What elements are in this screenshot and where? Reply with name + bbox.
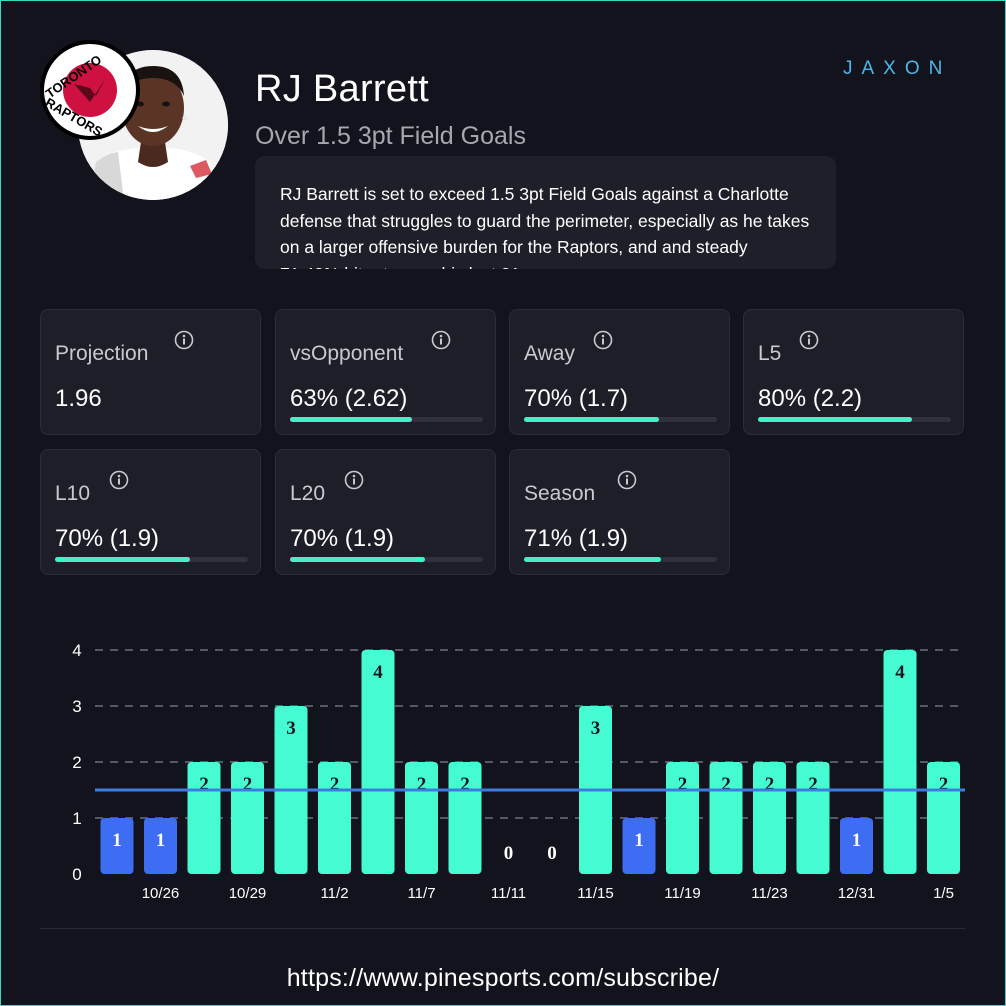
bar (144, 818, 177, 874)
progress-fill (290, 417, 412, 422)
card-projection: Projection 1.96 (40, 309, 261, 435)
x-tick-label: 11/23 (751, 885, 787, 902)
y-tick-label: 0 (72, 865, 81, 884)
player-name: RJ Barrett (255, 68, 430, 110)
y-tick-label: 4 (72, 641, 81, 660)
data-label: 2 (721, 774, 731, 795)
card-label: Away (524, 342, 575, 365)
analysis-box: RJ Barrett is set to exceed 1.5 3pt Fiel… (255, 156, 836, 269)
data-label: 0 (504, 843, 514, 864)
progress-fill (55, 557, 191, 562)
card-value: 63% (2.62) (290, 385, 408, 412)
x-tick-label: 11/15 (577, 885, 613, 902)
card-label: L5 (758, 342, 782, 365)
info-icon[interactable] (174, 330, 194, 350)
progress-track (55, 557, 248, 562)
card-label: L10 (55, 482, 91, 505)
y-tick-label: 3 (72, 697, 81, 716)
card-l5: L5 80% (2.2) (743, 309, 964, 435)
progress-track (290, 557, 483, 562)
data-label: 2 (460, 774, 470, 795)
x-tick-label: 11/11 (491, 885, 526, 902)
card-value: 70% (1.9) (55, 525, 160, 552)
prop-line: Over 1.5 3pt Field Goals (255, 122, 526, 150)
data-label: 2 (417, 774, 427, 795)
data-label: 0 (547, 843, 557, 864)
info-icon[interactable] (109, 470, 129, 490)
card-value: 70% (1.9) (290, 525, 395, 552)
card-vsopponent: vsOpponent 63% (2.62) (275, 309, 496, 435)
card-label: L20 (290, 482, 326, 505)
card-label: vsOpponent (290, 342, 404, 365)
progress-track (524, 417, 717, 422)
divider (40, 928, 965, 929)
x-tick-label: 10/26 (142, 885, 180, 902)
data-label: 2 (199, 774, 209, 795)
data-label: 4 (373, 662, 383, 683)
info-icon[interactable] (344, 470, 364, 490)
progress-track (524, 557, 717, 562)
data-label: 1 (634, 830, 644, 851)
card-away: Away 70% (1.7) (509, 309, 730, 435)
progress-fill (290, 557, 426, 562)
data-label: 2 (678, 774, 688, 795)
x-tick-label: 12/31 (838, 885, 876, 902)
x-tick-label: 1/5 (933, 885, 954, 902)
progress-fill (758, 417, 913, 422)
data-label: 1 (112, 830, 122, 851)
y-tick-label: 2 (72, 753, 81, 772)
team-logo: TORONTO RAPTORS (40, 40, 140, 140)
card-l10: L10 70% (1.9) (40, 449, 261, 575)
card-label: Season (524, 482, 596, 505)
subscribe-link[interactable]: https://www.pinesports.com/subscribe/ (286, 964, 720, 992)
card-label: Projection (55, 342, 149, 365)
data-label: 2 (939, 774, 949, 795)
bar (840, 818, 873, 874)
game-log-bar-chart: 0 1 2 3 4 1 1 10/26 2 2 10/29 3 2 11/2 4 2 11/7 2 0 11/11 0 3… (72, 641, 965, 902)
card-value: 70% (1.7) (524, 385, 629, 412)
data-label: 1 (852, 830, 862, 851)
x-tick-label: 11/19 (664, 885, 700, 902)
svg-text:JAXON: JAXON (843, 58, 951, 79)
progress-track (758, 417, 951, 422)
y-tick-label: 1 (72, 809, 81, 828)
card-season: Season 71% (1.9) (509, 449, 730, 575)
brand-logo: JAXON (843, 48, 961, 87)
data-label: 4 (895, 662, 905, 683)
info-icon[interactable] (617, 470, 637, 490)
data-label: 3 (286, 718, 296, 739)
bar (883, 650, 917, 874)
data-label: 1 (156, 830, 166, 851)
data-label: 2 (765, 774, 775, 795)
data-label: 2 (243, 774, 253, 795)
card-value: 1.96 (55, 385, 102, 412)
card-value: 80% (2.2) (758, 385, 863, 412)
info-icon[interactable] (799, 330, 819, 350)
bar (100, 818, 134, 874)
progress-fill (524, 557, 662, 562)
data-label: 2 (808, 774, 818, 795)
info-icon[interactable] (431, 330, 451, 350)
data-label: 3 (591, 718, 601, 739)
analysis-text: RJ Barrett is set to exceed 1.5 3pt Fiel… (280, 184, 810, 269)
data-label: 2 (330, 774, 340, 795)
info-icon[interactable] (593, 330, 613, 350)
card-value: 71% (1.9) (524, 525, 629, 552)
x-tick-label: 11/2 (320, 885, 348, 902)
progress-fill (524, 417, 660, 422)
bar (361, 650, 395, 874)
x-tick-label: 10/29 (229, 885, 267, 902)
x-tick-label: 11/7 (407, 885, 435, 902)
bar (622, 818, 656, 874)
progress-track (290, 417, 483, 422)
card-l20: L20 70% (1.9) (275, 449, 496, 575)
